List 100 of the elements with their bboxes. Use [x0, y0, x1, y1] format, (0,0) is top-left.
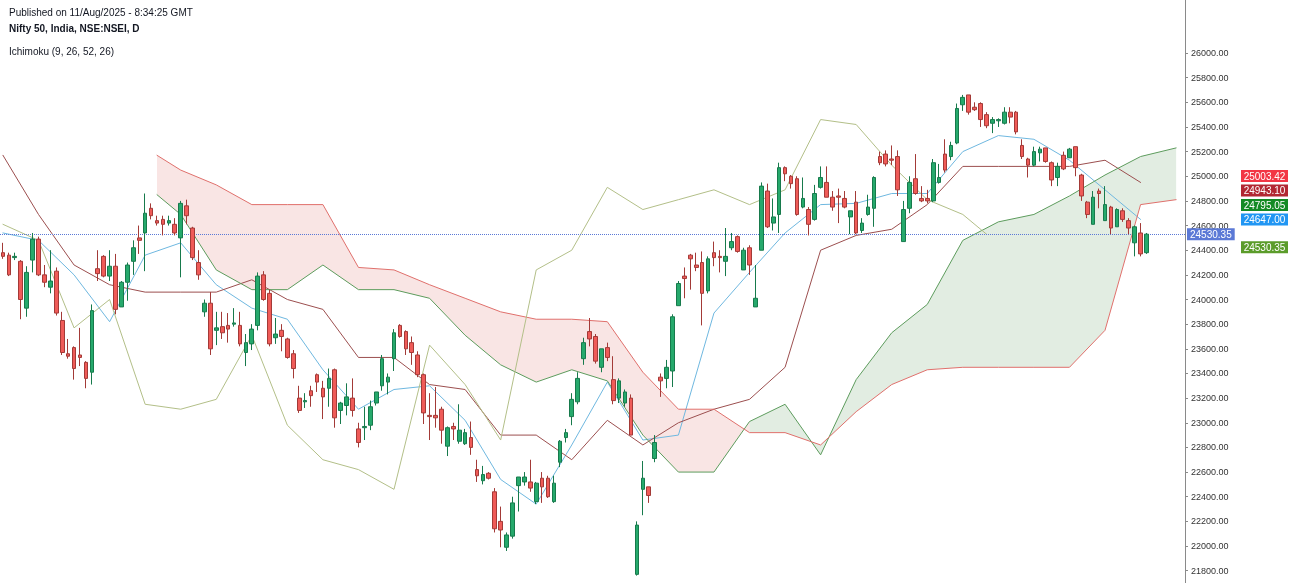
y-tick-label: 23200.00	[1191, 393, 1229, 404]
candlestick	[753, 264, 758, 308]
candlestick	[368, 400, 373, 431]
text: 24943.10	[1243, 185, 1286, 196]
candlestick	[546, 475, 550, 499]
candlestick	[196, 249, 201, 281]
candlestick	[1115, 207, 1119, 228]
candlestick	[629, 393, 633, 436]
candlestick	[398, 323, 402, 339]
line-series	[2, 119, 988, 490]
candlestick	[208, 291, 213, 356]
y-tick-label: 23600.00	[1191, 343, 1229, 354]
candlestick	[777, 162, 781, 234]
annotation: Published on 11/Aug/2025 - 8:34:25 GMT	[9, 6, 193, 18]
candlestick	[107, 249, 112, 282]
candlestick	[860, 217, 864, 234]
candlestick	[279, 323, 284, 352]
candlestick	[238, 311, 242, 347]
candlestick	[380, 354, 384, 392]
y-tick-label: 25800.00	[1191, 72, 1229, 83]
y-tick-label: 22400.00	[1191, 491, 1229, 502]
candlestick	[1103, 185, 1107, 222]
candlestick	[658, 372, 663, 398]
candlestick	[528, 459, 533, 493]
candlestick	[392, 328, 396, 372]
candlestick	[60, 311, 65, 356]
candlestick	[1126, 217, 1131, 235]
candlestick	[84, 360, 88, 389]
candlestick	[1085, 200, 1090, 219]
candlestick	[1038, 146, 1042, 162]
candlestick	[24, 265, 29, 318]
candlestick	[872, 175, 876, 228]
candlestick	[7, 252, 11, 277]
candlestick	[113, 253, 118, 315]
candlestick	[943, 138, 947, 174]
candlestick	[718, 249, 722, 273]
candlestick	[178, 200, 183, 278]
candlestick	[801, 176, 805, 209]
candlestick	[12, 252, 17, 261]
candlestick	[1144, 232, 1149, 255]
candlestick	[167, 215, 171, 227]
candlestick	[155, 215, 159, 227]
y-tick-label: 26000.00	[1191, 48, 1229, 58]
candlestick	[688, 253, 693, 291]
candlestick	[747, 244, 752, 276]
candlestick	[475, 459, 479, 483]
candlestick	[350, 377, 355, 418]
y-tick-label: 23000.00	[1191, 417, 1229, 428]
candlestick	[172, 217, 177, 236]
candlestick	[842, 190, 847, 209]
y-tick-label: 24600.00	[1191, 220, 1229, 231]
line-series	[2, 135, 1142, 505]
candlestick	[771, 197, 776, 231]
text: 24530.35	[1243, 241, 1286, 253]
text: Nifty 50, India, NSE:NSEI, D	[9, 22, 140, 34]
y-tick-label: 25600.00	[1191, 97, 1229, 108]
candlestick	[18, 259, 23, 320]
y-tick-label: 22000.00	[1191, 541, 1229, 552]
candlestick	[184, 199, 189, 225]
candlestick	[623, 388, 627, 408]
y-tick-label: 24400.00	[1191, 245, 1229, 256]
text: 24795.05	[1243, 199, 1286, 211]
candlestick	[806, 206, 811, 236]
candlestick	[907, 175, 912, 214]
text: Ichimoku (9, 26, 52, 26)	[9, 45, 115, 57]
candlestick	[765, 183, 770, 229]
y-tick-label: 22200.00	[1191, 516, 1229, 527]
candlestick	[1097, 188, 1101, 209]
candlestick	[72, 345, 76, 381]
candlestick	[866, 194, 870, 217]
candlestick	[1073, 146, 1078, 177]
candlestick	[759, 181, 764, 251]
candlestick	[960, 94, 965, 112]
candlestick	[729, 232, 734, 251]
text: 25003.42	[1243, 170, 1286, 182]
candlestick	[564, 428, 568, 443]
candlestick	[481, 465, 485, 485]
candlestick	[232, 307, 236, 328]
candlestick	[599, 348, 604, 373]
candlestick	[789, 174, 793, 190]
ref-line-label: 24530.35	[1190, 228, 1233, 240]
candlestick	[848, 210, 853, 235]
candlestick	[90, 303, 94, 386]
candlestick	[652, 434, 657, 463]
candlestick	[66, 338, 70, 360]
candlestick	[255, 271, 260, 331]
candlestick	[315, 372, 319, 393]
candlestick	[469, 421, 473, 456]
candlestick	[1091, 190, 1095, 225]
candlestick	[712, 241, 716, 267]
y-tick-label: 25200.00	[1191, 146, 1229, 157]
candlestick	[362, 406, 367, 441]
y-tick-label: 25400.00	[1191, 121, 1229, 132]
text: 24647.00	[1243, 214, 1286, 225]
line-series	[2, 154, 1142, 461]
candlestick	[143, 193, 147, 272]
candlestick	[558, 439, 562, 468]
candlestick	[1061, 151, 1066, 171]
candlestick	[332, 368, 337, 429]
candlestick	[190, 226, 195, 261]
